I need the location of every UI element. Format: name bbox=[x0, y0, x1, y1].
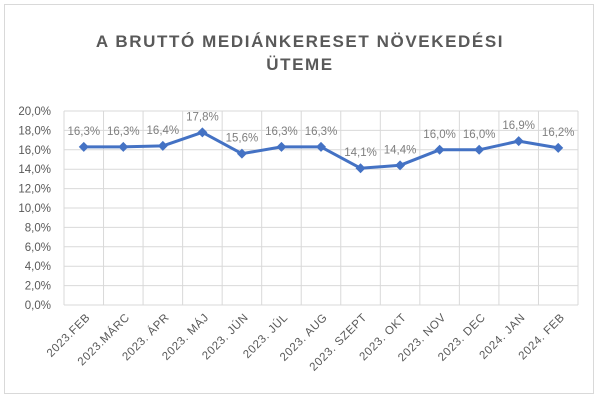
data-label: 17,8% bbox=[186, 111, 219, 123]
data-label: 16,9% bbox=[502, 120, 535, 132]
data-label: 16,3% bbox=[107, 126, 140, 138]
data-label: 16,3% bbox=[305, 126, 338, 138]
y-tick-label: 4,0% bbox=[25, 261, 51, 273]
data-point-marker bbox=[276, 141, 287, 152]
data-label: 16,0% bbox=[463, 129, 496, 141]
data-point-marker bbox=[78, 141, 89, 152]
y-tick-label: 20,0% bbox=[18, 106, 51, 118]
data-point-marker bbox=[553, 142, 564, 153]
data-point-marker bbox=[236, 148, 247, 159]
data-point-marker bbox=[513, 136, 524, 147]
data-label: 16,4% bbox=[147, 125, 180, 137]
data-label: 16,3% bbox=[67, 126, 100, 138]
y-tick-label: 8,0% bbox=[25, 222, 51, 234]
y-tick-label: 16,0% bbox=[18, 145, 51, 157]
chart-title-line1: A BRUTTÓ MEDIÁNKERESET NÖVEKEDÉSI bbox=[95, 32, 505, 51]
data-point-marker bbox=[316, 141, 326, 152]
y-tick-label: 6,0% bbox=[25, 242, 51, 254]
data-label: 16,3% bbox=[265, 126, 298, 138]
chart-frame bbox=[4, 4, 594, 394]
data-point-marker bbox=[395, 160, 406, 171]
data-label: 14,1% bbox=[344, 147, 377, 159]
chart-title-line2: ÜTEME bbox=[266, 55, 334, 74]
y-tick-label: 14,0% bbox=[18, 164, 51, 176]
y-tick-label: 18,0% bbox=[18, 125, 51, 137]
data-label: 15,6% bbox=[226, 133, 259, 145]
data-label: 16,2% bbox=[542, 127, 575, 139]
y-tick-label: 2,0% bbox=[25, 281, 51, 293]
data-point-marker bbox=[355, 163, 366, 174]
chart-title: A BRUTTÓ MEDIÁNKERESET NÖVEKEDÉSI ÜTEME bbox=[20, 30, 580, 76]
y-tick-label: 12,0% bbox=[18, 184, 51, 196]
data-label: 16,0% bbox=[423, 129, 456, 141]
data-point-marker bbox=[474, 144, 485, 155]
data-label: 14,4% bbox=[384, 144, 417, 156]
data-point-marker bbox=[434, 144, 445, 155]
data-point-marker bbox=[197, 127, 208, 138]
data-point-marker bbox=[118, 141, 129, 152]
y-tick-label: 10,0% bbox=[18, 203, 51, 215]
data-point-marker bbox=[157, 140, 168, 151]
y-tick-label: 0,0% bbox=[25, 300, 51, 312]
